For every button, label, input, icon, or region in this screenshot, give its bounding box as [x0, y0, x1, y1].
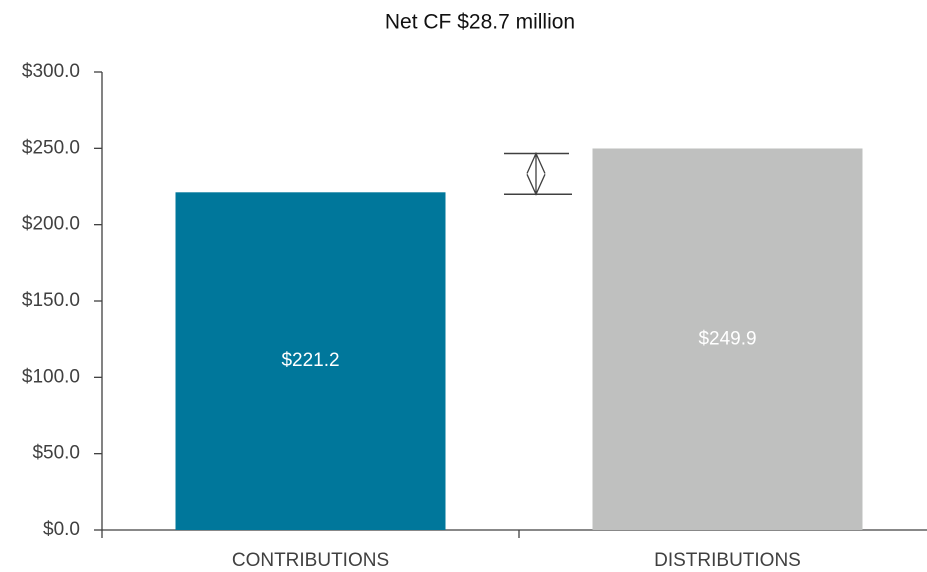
x-tick-label: CONTRIBUTIONS — [232, 550, 389, 571]
difference-arrow — [526, 151, 546, 196]
bar — [175, 192, 446, 530]
y-tick-label: $100.0 — [22, 366, 80, 387]
x-tick-label: DISTRIBUTIONS — [654, 550, 801, 571]
y-tick-label: $150.0 — [22, 290, 80, 311]
value-label: $249.9 — [698, 328, 756, 349]
bar — [592, 148, 863, 530]
chart-title: Net CF $28.7 million — [385, 11, 575, 34]
y-tick-label: $200.0 — [22, 214, 80, 235]
value-label: $221.2 — [281, 350, 339, 371]
y-tick-label: $0.0 — [43, 519, 80, 540]
y-tick-label: $50.0 — [32, 443, 80, 464]
y-tick-label: $300.0 — [22, 61, 80, 82]
y-tick-label: $250.0 — [22, 137, 80, 158]
